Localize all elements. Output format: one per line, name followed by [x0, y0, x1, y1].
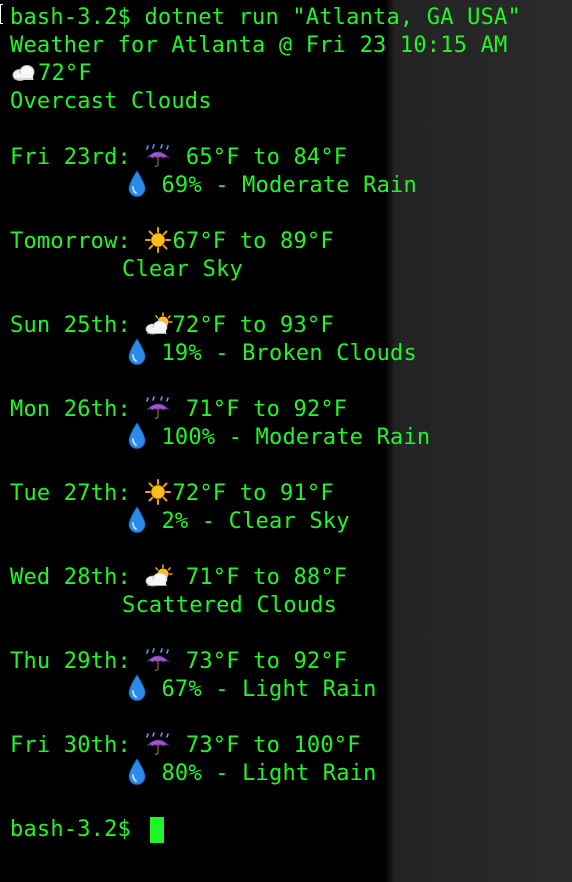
droplet-icon: [126, 758, 148, 788]
droplet-icon: [126, 674, 148, 704]
forecast-temp-range: 72°F to 93°F: [172, 313, 334, 338]
forecast-detail: Clear Sky: [122, 257, 244, 282]
forecast-detail: 67% - Light Rain: [148, 677, 377, 702]
umbrella-rain-icon: [144, 144, 172, 172]
forecast-temp-range: 71°F to 92°F: [172, 397, 348, 422]
sun-icon: [144, 479, 172, 508]
sun-behind-cloud-icon: [144, 564, 174, 592]
forecast-day-line: Wed 28th: 71°F to 88°F: [10, 564, 347, 592]
umbrella-rain-icon: [144, 648, 172, 676]
command-line: bash-3.2$ dotnet run "Atlanta, GA USA": [10, 5, 521, 30]
forecast-day-line: Thu 29th: 73°F to 92°F: [10, 648, 347, 676]
forecast-detail-line: 80% - Light Rain: [126, 758, 377, 788]
forecast-detail: 2% - Clear Sky: [148, 509, 350, 534]
weather-header: Weather for Atlanta @ Fri 23 10:15 AM: [10, 33, 508, 58]
forecast-day-label: Wed 28th:: [10, 565, 145, 590]
forecast-detail: Scattered Clouds: [122, 593, 338, 618]
forecast-detail-line: Scattered Clouds: [122, 592, 337, 620]
forecast-day-line: Fri 23rd: 65°F to 84°F: [10, 144, 347, 172]
forecast-detail-line: 67% - Light Rain: [126, 674, 377, 704]
forecast-day-line: Fri 30th: 73°F to 100°F: [10, 732, 361, 760]
forecast-day-label: Tomorrow:: [10, 229, 145, 254]
forecast-detail: 100% - Moderate Rain: [148, 425, 431, 450]
current-weather-line: 72°F: [10, 60, 92, 88]
terminal-cursor: [150, 817, 164, 843]
forecast-day-line: Mon 26th: 71°F to 92°F: [10, 396, 347, 424]
forecast-temp-range: 71°F to 88°F: [172, 565, 348, 590]
current-condition: Overcast Clouds: [10, 89, 212, 114]
forecast-temp-range: 65°F to 84°F: [172, 145, 348, 170]
forecast-detail-line: 2% - Clear Sky: [126, 506, 350, 536]
forecast-day-line: Tomorrow: 67°F to 89°F: [10, 227, 334, 256]
forecast-day-label: Thu 29th:: [10, 649, 145, 674]
forecast-day-label: Tue 27th:: [10, 481, 145, 506]
forecast-detail-line: 19% - Broken Clouds: [126, 338, 417, 368]
forecast-detail-line: 100% - Moderate Rain: [126, 422, 431, 452]
sun-behind-cloud-icon: [144, 312, 174, 340]
forecast-day-label: Fri 23rd:: [10, 145, 145, 170]
forecast-day-line: Tue 27th: 72°F to 91°F: [10, 479, 334, 508]
droplet-icon: [126, 338, 148, 368]
forecast-detail: 19% - Broken Clouds: [148, 341, 417, 366]
umbrella-rain-icon: [144, 396, 172, 424]
selection-marker: [0, 4, 3, 24]
forecast-detail: 80% - Light Rain: [148, 761, 377, 786]
umbrella-rain-icon: [144, 732, 172, 760]
forecast-detail: 69% - Moderate Rain: [148, 173, 417, 198]
current-temp: 72°F: [38, 61, 92, 86]
droplet-icon: [126, 506, 148, 536]
forecast-temp-range: 67°F to 89°F: [172, 229, 334, 254]
forecast-day-label: Fri 30th:: [10, 733, 145, 758]
forecast-day-label: Sun 25th:: [10, 313, 145, 338]
shell-prompt: bash-3.2$: [10, 817, 145, 842]
cloud-icon: [10, 60, 38, 88]
forecast-detail-line: 69% - Moderate Rain: [126, 170, 417, 200]
sun-icon: [144, 227, 172, 256]
forecast-detail-line: Clear Sky: [122, 256, 243, 284]
droplet-icon: [126, 170, 148, 200]
forecast-temp-range: 73°F to 100°F: [172, 733, 361, 758]
droplet-icon: [126, 422, 148, 452]
forecast-temp-range: 72°F to 91°F: [172, 481, 334, 506]
forecast-day-label: Mon 26th:: [10, 397, 145, 422]
forecast-day-line: Sun 25th: 72°F to 93°F: [10, 312, 334, 340]
forecast-temp-range: 73°F to 92°F: [172, 649, 348, 674]
